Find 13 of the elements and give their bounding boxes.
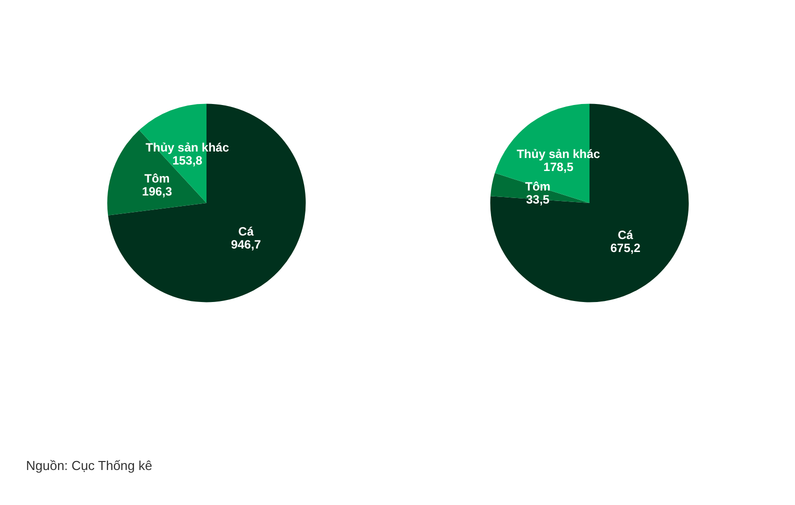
slice-label: Thủy sản khác	[516, 147, 600, 162]
slice-label: Tôm	[525, 180, 550, 194]
slice-label: Cá	[238, 224, 254, 238]
text: Nguồn: Cục Thống kê	[26, 458, 152, 473]
slice-label: Tôm	[144, 171, 170, 186]
data-label: 178,5	[543, 160, 574, 174]
data-label: 33,5	[526, 192, 550, 207]
slice-label: Thủy sản khác	[146, 140, 230, 154]
data-label: 675,2	[610, 240, 641, 255]
data-label: 946,7	[230, 237, 262, 252]
data-label: 153,8	[172, 153, 203, 168]
slice-label: Cá	[618, 228, 634, 242]
data-label: 196,3	[142, 184, 172, 198]
